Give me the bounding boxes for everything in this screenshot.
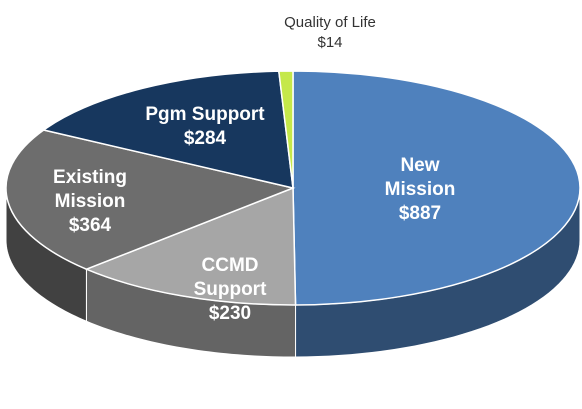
value-label: $284 bbox=[183, 128, 227, 149]
pie-slice bbox=[277, 70, 294, 189]
pie-slice bbox=[84, 186, 297, 306]
data-label: Existing Mission $364 bbox=[35, 166, 145, 238]
value-label: $364 bbox=[68, 215, 112, 236]
category-label: New Mission bbox=[384, 155, 456, 200]
category-label: CCMD Support bbox=[193, 255, 267, 300]
pie-slice bbox=[292, 70, 581, 306]
value-label: $230 bbox=[208, 303, 252, 324]
data-label: Pgm Support $284 bbox=[125, 103, 285, 151]
data-label: Quality of Life $14 bbox=[280, 13, 380, 53]
data-label: CCMD Support $230 bbox=[185, 254, 275, 326]
category-label: Existing Mission bbox=[53, 167, 127, 212]
value-label: $14 bbox=[317, 34, 343, 51]
category-label: Pgm Support bbox=[145, 104, 265, 125]
pie-slice bbox=[41, 70, 294, 189]
data-label: New Mission $887 bbox=[365, 154, 475, 226]
category-label: Quality of Life bbox=[284, 14, 376, 31]
pie-slice bbox=[5, 129, 296, 271]
value-label: $887 bbox=[398, 203, 442, 224]
